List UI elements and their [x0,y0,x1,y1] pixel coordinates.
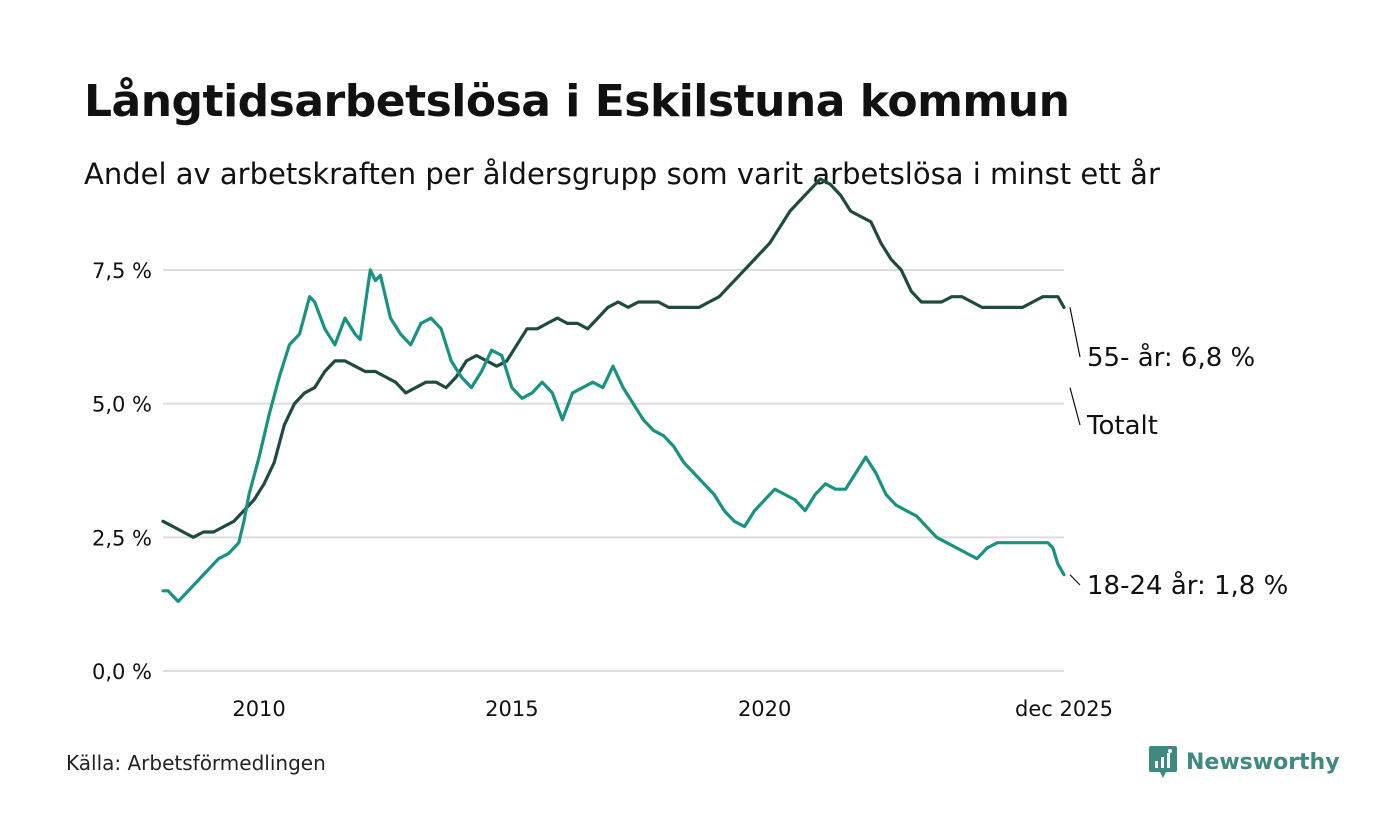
end-label-18-24: 18-24 år: 1,8 % [1087,570,1288,601]
line-chart: 0,0 % 2,5 % 5,0 % 7,5 % 2010 2015 2020 d… [92,177,1288,721]
series-line-55-plus [161,268,1066,604]
series-lines [161,177,1066,604]
chart-title: Långtidsarbetslösa i Eskilstuna kommun [84,76,1070,127]
newsworthy-logo-icon [1149,746,1177,778]
end-labels: Totalt 55- år: 6,8 % 18-24 år: 1,8 % [1069,307,1288,601]
y-tick-label: 2,5 % [92,526,152,550]
brand-logo: Newsworthy [1148,742,1340,782]
end-label-connector [1069,387,1081,426]
end-label-55-plus: 55- år: 6,8 % [1087,342,1255,373]
end-label-connector [1069,307,1081,358]
x-tick-label: dec 2025 [1015,697,1113,721]
gridlines [163,268,1064,672]
chart-subtitle: Andel av arbetskraften per åldersgrupp s… [84,157,1160,191]
y-tick-label: 5,0 % [92,393,152,417]
x-tick-label: 2015 [485,697,538,721]
x-tick-label: 2010 [232,697,285,721]
series-line-totalt [161,177,1066,539]
end-label-totalt: Totalt [1086,411,1158,441]
y-axis: 0,0 % 2,5 % 5,0 % 7,5 % [92,259,152,684]
end-label-connector [1069,574,1081,586]
y-tick-label: 0,0 % [92,660,152,684]
x-tick-label: 2020 [738,697,791,721]
source-note: Källa: Arbetsförmedlingen [66,751,326,775]
x-axis: 2010 2015 2020 dec 2025 [232,697,1113,721]
y-tick-label: 7,5 % [92,259,152,283]
brand-name: Newsworthy [1186,749,1340,775]
